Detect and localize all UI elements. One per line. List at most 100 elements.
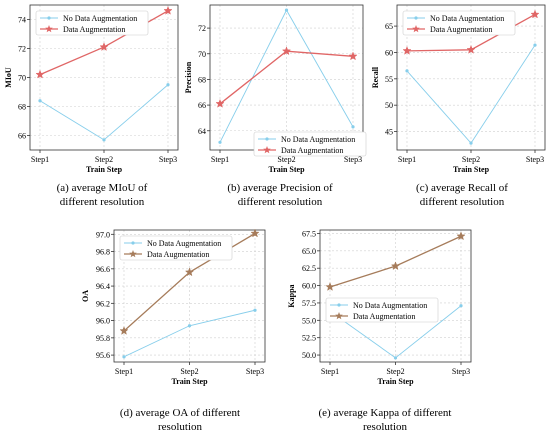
precision-data-augmentation-legend-label: Data Augmentation <box>281 146 343 155</box>
recall-no-data-augmentation-point-0 <box>405 69 409 73</box>
precision-data-augmentation-point-0 <box>215 98 225 108</box>
kappa-xtick-label-1: Step2 <box>386 367 404 376</box>
caption-oa-line-2: resolution <box>158 421 202 433</box>
recall-no-data-augmentation-legend-label: No Data Augmentation <box>430 14 504 23</box>
precision-x-axis-label: Train Step <box>268 165 305 174</box>
miou-data-augmentation-point-2 <box>163 5 173 15</box>
oa-no-data-augmentation-point-1 <box>187 324 192 328</box>
oa-x-axis-label: Train Step <box>171 377 208 386</box>
miou-xtick-label-1: Step2 <box>95 155 113 164</box>
recall-ytick-label-2: 55 <box>385 75 393 84</box>
kappa-ytick-label-0: 50.0 <box>302 351 316 360</box>
precision-no-data-augmentation-point-2 <box>351 125 355 129</box>
miou-xtick-label-0: Step1 <box>31 155 49 164</box>
precision-ytick-label-3: 70 <box>198 50 206 59</box>
miou-data-augmentation-legend-marker <box>45 25 53 33</box>
recall-no-data-augmentation-point-2 <box>533 43 537 47</box>
oa-no-data-augmentation-point-0 <box>122 355 126 359</box>
caption-recall-line-1: (c) average Recall of <box>416 182 508 194</box>
precision-data-augmentation-legend-marker <box>263 146 271 154</box>
miou-ytick-label-0: 66 <box>18 132 26 141</box>
oa-data-augmentation-legend-label: Data Augmentation <box>147 250 209 259</box>
precision-ytick-label-4: 72 <box>198 24 206 33</box>
caption-kappa: (e) average Kappa of different resolutio… <box>293 406 477 434</box>
caption-kappa-line-2: resolution <box>363 421 407 433</box>
recall-y-axis-label: Recall <box>371 66 380 88</box>
oa-data-augmentation-point-2 <box>250 228 260 238</box>
kappa-data-augmentation-point-0 <box>325 282 335 291</box>
oa-data-augmentation-legend-marker <box>129 250 137 258</box>
recall-data-augmentation-point-1 <box>466 44 476 54</box>
kappa-data-augmentation-point-2 <box>456 231 466 241</box>
miou-no-data-augmentation-legend-label: No Data Augmentation <box>63 14 137 23</box>
recall-xtick-label-2: Step3 <box>526 155 544 164</box>
kappa-data-augmentation-point-1 <box>390 261 401 271</box>
miou-y-axis-label: MIoU <box>4 67 13 88</box>
precision-no-data-augmentation-point-1 <box>284 8 289 12</box>
precision-no-data-augmentation-legend-label: No Data Augmentation <box>281 135 355 144</box>
caption-kappa-line-1: (e) average Kappa of different <box>318 407 452 419</box>
kappa-no-data-augmentation-legend-label: No Data Augmentation <box>353 301 427 310</box>
kappa-ytick-label-5: 62.5 <box>302 264 316 273</box>
precision-y-axis-label: Precision <box>184 61 193 93</box>
chart-panel-precision: 64 66 68 70 72 Step1 Step2 Step3 Train Step Preci… <box>184 0 367 175</box>
caption-oa: (d) average OA of different resolution <box>90 406 270 434</box>
kappa-ytick-label-6: 65.0 <box>302 247 316 256</box>
kappa-data-augmentation-legend-marker <box>335 312 343 320</box>
chart-miou: 66 68 70 72 74 Step1 Step2 Step3 Train Step MIoU N… <box>4 4 179 174</box>
kappa-ytick-label-1: 52.5 <box>302 334 316 343</box>
oa-ytick-label-6: 96.8 <box>96 248 110 257</box>
precision-no-data-augmentation-legend-marker <box>265 137 269 141</box>
caption-miou-line-2: different resolution <box>59 196 145 208</box>
oa-xtick-label-2: Step3 <box>246 367 264 376</box>
precision-xtick-label-1: Step2 <box>277 155 295 164</box>
recall-legend-box <box>402 10 516 36</box>
chart-panel-recall: 45 50 55 60 65 Step1 Step2 Step3 Train Step Recal… <box>367 0 550 175</box>
recall-no-data-augmentation-point-1 <box>469 141 473 145</box>
recall-xtick-label-1: Step2 <box>462 155 480 164</box>
precision-data-augmentation-point-2 <box>348 51 358 61</box>
oa-ytick-label-0: 95.6 <box>96 351 110 360</box>
kappa-no-data-augmentation-point-1 <box>393 356 398 360</box>
kappa-ytick-label-4: 60.0 <box>302 282 316 291</box>
recall-ytick-label-4: 65 <box>385 22 393 31</box>
precision-ytick-label-2: 68 <box>198 75 206 84</box>
kappa-no-data-augmentation-legend-marker <box>337 303 341 307</box>
oa-no-data-augmentation-point-2 <box>253 308 257 312</box>
oa-no-data-augmentation-line <box>123 309 256 358</box>
miou-no-data-augmentation-point-1 <box>102 138 106 142</box>
oa-legend-box <box>119 235 233 261</box>
miou-ytick-label-1: 68 <box>18 103 26 112</box>
oa-ytick-label-3: 96.2 <box>96 299 110 308</box>
kappa-ytick-label-3: 57.5 <box>302 299 316 308</box>
precision-xtick-label-0: Step1 <box>211 155 229 164</box>
oa-y-axis-label: OA <box>81 290 90 302</box>
oa-ytick-label-1: 95.8 <box>96 334 110 343</box>
miou-x-axis-label: Train Step <box>86 165 123 174</box>
recall-ytick-label-0: 45 <box>385 128 393 137</box>
caption-recall-line-2: different resolution <box>419 196 505 208</box>
recall-data-augmentation-point-0 <box>402 45 412 55</box>
recall-xtick-label-0: Step1 <box>398 155 416 164</box>
precision-xtick-label-2: Step3 <box>344 155 362 164</box>
precision-legend-box <box>253 131 367 157</box>
chart-kappa: 50.0 52.5 55.0 57.5 60.0 62.5 65.0 67.5 Step1 Ste… <box>287 229 472 386</box>
oa-ytick-label-2: 96.0 <box>96 317 110 326</box>
caption-precision-line-1: (b) average Precision of <box>227 182 333 194</box>
miou-no-data-augmentation-point-2 <box>166 83 170 87</box>
precision-ytick-label-1: 66 <box>198 101 206 110</box>
oa-data-augmentation-point-1 <box>184 267 195 277</box>
kappa-ytick-label-2: 55.0 <box>302 316 316 325</box>
recall-no-data-augmentation-legend-marker <box>414 16 418 20</box>
miou-data-augmentation-legend-label: Data Augmentation <box>63 25 125 34</box>
kappa-xtick-label-0: Step1 <box>321 367 339 376</box>
chart-oa: 95.6 95.8 96.0 96.2 96.4 96.6 96.8 97.0 Step1 Ste… <box>81 228 266 386</box>
miou-data-augmentation-point-1 <box>99 42 109 52</box>
precision-data-augmentation-point-1 <box>281 46 292 56</box>
recall-x-axis-label: Train Step <box>453 165 490 174</box>
oa-no-data-augmentation-legend-marker <box>131 241 135 245</box>
kappa-x-axis-label: Train Step <box>377 377 414 386</box>
miou-no-data-augmentation-legend-marker <box>47 16 51 20</box>
miou-legend-box <box>35 10 149 36</box>
kappa-legend-box <box>325 297 439 323</box>
